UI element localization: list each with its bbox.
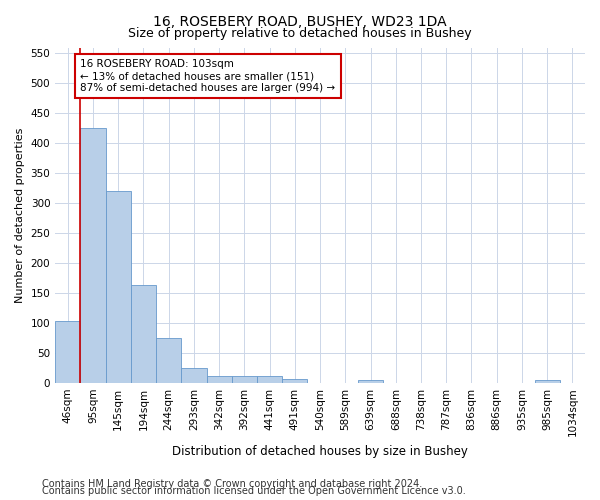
Bar	[206, 376, 232, 382]
Bar	[358, 380, 383, 382]
Bar	[131, 285, 156, 382]
Text: Size of property relative to detached houses in Bushey: Size of property relative to detached ho…	[128, 28, 472, 40]
Bar	[80, 128, 106, 382]
Bar	[55, 321, 80, 382]
Text: 16 ROSEBERY ROAD: 103sqm
← 13% of detached houses are smaller (151)
87% of semi-: 16 ROSEBERY ROAD: 103sqm ← 13% of detach…	[80, 60, 335, 92]
Bar	[257, 376, 282, 382]
Bar	[535, 380, 560, 382]
Bar	[181, 368, 206, 382]
Bar	[282, 379, 307, 382]
Text: 16, ROSEBERY ROAD, BUSHEY, WD23 1DA: 16, ROSEBERY ROAD, BUSHEY, WD23 1DA	[153, 15, 447, 29]
Text: Contains HM Land Registry data © Crown copyright and database right 2024.: Contains HM Land Registry data © Crown c…	[42, 479, 422, 489]
Text: Contains public sector information licensed under the Open Government Licence v3: Contains public sector information licen…	[42, 486, 466, 496]
X-axis label: Distribution of detached houses by size in Bushey: Distribution of detached houses by size …	[172, 444, 468, 458]
Bar	[156, 338, 181, 382]
Y-axis label: Number of detached properties: Number of detached properties	[15, 128, 25, 303]
Bar	[232, 376, 257, 382]
Bar	[106, 191, 131, 382]
